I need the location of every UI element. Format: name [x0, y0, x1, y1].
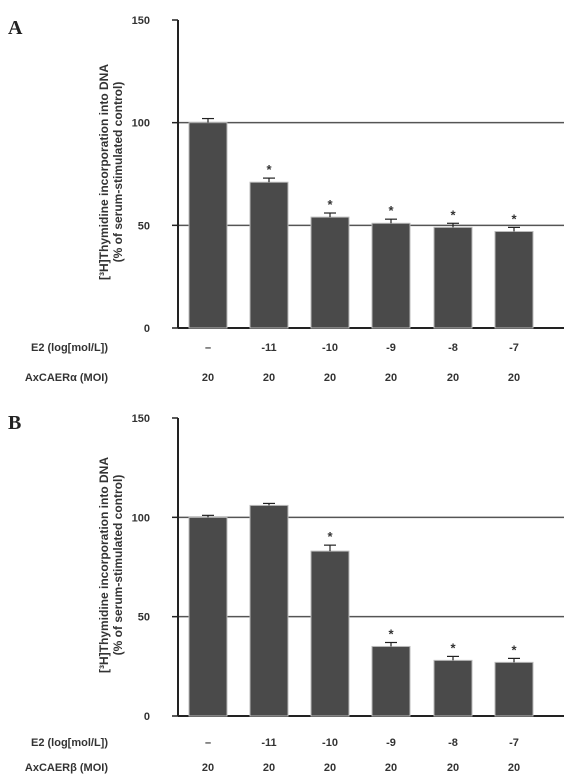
- condition-cell: -11: [261, 737, 276, 749]
- significance-marker: *: [327, 197, 333, 212]
- bar: [310, 216, 350, 329]
- bar: [371, 645, 411, 717]
- bar: [310, 550, 350, 717]
- bar: [433, 659, 473, 717]
- condition-cell: 20: [447, 762, 459, 774]
- chart-panel-b: B [³H]Thymidine incorporation into DNA(% …: [8, 412, 564, 774]
- bar: [494, 661, 534, 717]
- condition-cell: –: [205, 342, 211, 354]
- y-axis-label: [³H]Thymidine incorporation into DNA(% o…: [97, 457, 125, 673]
- significance-marker: *: [511, 211, 517, 226]
- bar: [249, 504, 289, 717]
- condition-cell: 20: [202, 372, 214, 384]
- condition-cell: -7: [509, 737, 519, 749]
- condition-cell: -11: [261, 342, 276, 354]
- condition-cell: 20: [263, 762, 275, 774]
- condition-cell: 20: [324, 762, 336, 774]
- y-axis-label-line: (% of serum-stimulated control): [111, 82, 125, 263]
- condition-cell: 20: [324, 372, 336, 384]
- y-axis-label: [³H]Thymidine incorporation into DNA(% o…: [97, 64, 125, 280]
- y-axis-label-line: [³H]Thymidine incorporation into DNA: [97, 457, 111, 673]
- condition-cell: 20: [385, 762, 397, 774]
- bar: [249, 181, 289, 329]
- y-tick-label: 150: [132, 413, 150, 425]
- y-tick-label: 50: [138, 612, 150, 624]
- condition-row-label: E2 (log[mol/L]): [31, 342, 108, 354]
- y-tick-label: 0: [144, 711, 150, 723]
- condition-cell: -9: [386, 342, 396, 354]
- y-axis-label-line: (% of serum-stimulated control): [111, 475, 125, 656]
- bar: [371, 222, 411, 329]
- significance-marker: *: [266, 162, 272, 177]
- significance-marker: *: [388, 626, 394, 641]
- y-tick-label: 100: [132, 512, 150, 524]
- condition-cell: 20: [202, 762, 214, 774]
- bar: [433, 226, 473, 329]
- y-tick-label: 150: [132, 15, 150, 27]
- condition-cell: 20: [385, 372, 397, 384]
- condition-cell: 20: [263, 372, 275, 384]
- condition-row-label: E2 (log[mol/L]): [31, 737, 108, 749]
- condition-cell: -7: [509, 342, 519, 354]
- panel-letter: B: [8, 412, 21, 434]
- condition-cell: -10: [322, 737, 338, 749]
- y-tick-label: 0: [144, 323, 150, 335]
- condition-cell: 20: [447, 372, 459, 384]
- significance-marker: *: [450, 640, 456, 655]
- condition-cell: -9: [386, 737, 396, 749]
- significance-marker: *: [327, 529, 333, 544]
- condition-cell: -10: [322, 342, 338, 354]
- bar: [494, 230, 534, 329]
- condition-cell: –: [205, 737, 211, 749]
- condition-cell: -8: [448, 737, 458, 749]
- chart-panel-a: A [³H]Thymidine incorporation into DNA(% …: [8, 15, 564, 384]
- bar: [188, 122, 228, 329]
- y-axis-label-line: [³H]Thymidine incorporation into DNA: [97, 64, 111, 280]
- significance-marker: *: [388, 203, 394, 218]
- condition-cell: 20: [508, 372, 520, 384]
- condition-cell: 20: [508, 762, 520, 774]
- condition-cell: -8: [448, 342, 458, 354]
- bar: [188, 516, 228, 717]
- condition-row-label: AxCAERβ (MOI): [25, 762, 108, 774]
- condition-row-label: AxCAERα (MOI): [25, 372, 108, 384]
- y-tick-label: 100: [132, 118, 150, 130]
- significance-marker: *: [450, 207, 456, 222]
- panel-letter: A: [8, 17, 23, 39]
- y-tick-label: 50: [138, 220, 150, 232]
- significance-marker: *: [511, 642, 517, 657]
